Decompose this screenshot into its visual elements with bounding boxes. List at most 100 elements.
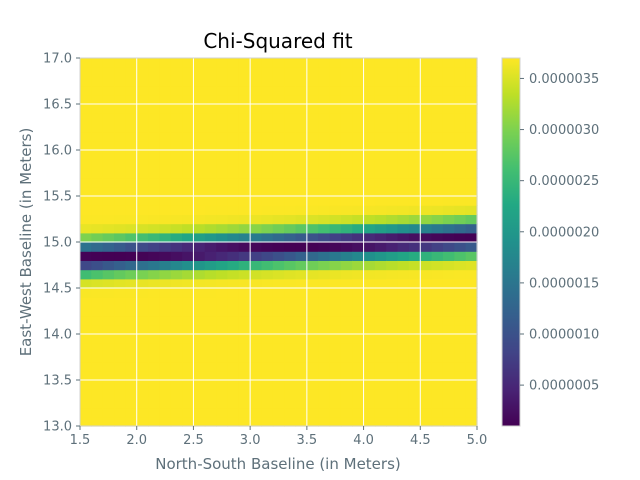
heatmap-cell [193, 389, 206, 399]
heatmap-cell [204, 343, 217, 353]
heatmap-cell [272, 398, 285, 409]
heatmap-cell [182, 186, 195, 197]
heatmap-cell [91, 251, 104, 261]
heatmap-cell [159, 288, 172, 298]
heatmap-cell [91, 113, 104, 123]
heatmap-cell [170, 297, 183, 307]
heatmap-cell [80, 168, 92, 179]
heatmap-cell [125, 398, 138, 409]
heatmap-cell [238, 288, 251, 298]
heatmap-cell [454, 214, 467, 225]
heatmap-cell [250, 389, 263, 399]
heatmap-cell [352, 297, 365, 307]
heatmap-cell [284, 251, 297, 261]
heatmap-cell [272, 94, 285, 105]
heatmap-cell [465, 389, 478, 399]
heatmap-cell [442, 334, 455, 344]
heatmap-cell [386, 58, 399, 68]
heatmap-cell [182, 370, 195, 381]
heatmap-cell [102, 389, 115, 399]
heatmap-cell [352, 85, 365, 96]
heatmap-cell [148, 168, 160, 179]
heatmap-cell [136, 324, 149, 335]
heatmap-cell [238, 352, 251, 363]
heatmap-cell [431, 104, 444, 114]
heatmap-cell [114, 177, 126, 188]
heatmap-cell [420, 122, 433, 133]
heatmap-cell [80, 389, 92, 399]
heatmap-cell [114, 104, 126, 114]
heatmap-cell [136, 269, 149, 280]
heatmap-cell [306, 104, 319, 114]
heatmap-cell [227, 315, 240, 326]
heatmap-cell [227, 407, 240, 418]
heatmap-cell [159, 58, 172, 68]
heatmap-cell [442, 232, 455, 243]
heatmap-cell [91, 380, 104, 390]
heatmap-cell [420, 370, 433, 381]
heatmap-cell [306, 361, 319, 372]
heatmap-cell [340, 232, 353, 243]
heatmap-cell [114, 131, 126, 142]
heatmap-cell [250, 398, 263, 409]
heatmap-cell [386, 196, 399, 206]
heatmap-cell [397, 315, 410, 326]
heatmap-cell [238, 196, 251, 206]
heatmap-cell [227, 67, 240, 77]
heatmap-cell [125, 205, 138, 215]
heatmap-cell [159, 150, 172, 160]
heatmap-cell [261, 150, 274, 160]
heatmap-cell [170, 196, 183, 206]
heatmap-cell [80, 131, 92, 142]
heatmap-cell [329, 94, 342, 105]
heatmap-cell [272, 205, 285, 215]
heatmap-cell [295, 334, 308, 344]
heatmap-cell [340, 242, 353, 252]
heatmap-cell [397, 407, 410, 418]
heatmap-cell [170, 214, 183, 225]
heatmap-cell [295, 113, 308, 123]
heatmap-cell [193, 150, 206, 160]
heatmap-cell [397, 232, 410, 243]
heatmap-cell [148, 315, 160, 326]
heatmap-cell [80, 398, 92, 409]
heatmap-cell [261, 352, 274, 363]
heatmap-cell [306, 269, 319, 280]
heatmap-cell [431, 324, 444, 335]
heatmap-cell [329, 361, 342, 372]
heatmap-cell [250, 343, 263, 353]
heatmap-cell [102, 150, 115, 160]
heatmap-cell [397, 140, 410, 151]
heatmap-cell [114, 214, 126, 225]
heatmap-cell [125, 306, 138, 317]
heatmap-cell [170, 76, 183, 87]
colorbar-tick-label: 0.0000030 [529, 123, 599, 138]
heatmap-cell [182, 177, 195, 188]
heatmap-cell [216, 361, 229, 372]
heatmap-cell [408, 214, 421, 225]
heatmap-cell [363, 159, 376, 169]
heatmap-cell [397, 370, 410, 381]
heatmap-cell [306, 205, 319, 215]
heatmap-cell [442, 306, 455, 317]
heatmap-cell [442, 159, 455, 169]
heatmap-cell [250, 150, 263, 160]
heatmap-cell [227, 269, 240, 280]
heatmap-cell [306, 297, 319, 307]
heatmap-cell [227, 251, 240, 261]
heatmap-cell [272, 196, 285, 206]
heatmap-cell [102, 315, 115, 326]
heatmap-cell [238, 251, 251, 261]
heatmap-cell [284, 205, 297, 215]
heatmap-cell [408, 361, 421, 372]
heatmap-cell [80, 260, 92, 271]
heatmap-cell [454, 85, 467, 96]
heatmap-cell [204, 278, 217, 289]
heatmap-cell [397, 251, 410, 261]
heatmap-cell [329, 288, 342, 298]
heatmap-cell [454, 416, 467, 427]
heatmap-cell [159, 177, 172, 188]
heatmap-cell [442, 242, 455, 252]
heatmap-cell [114, 232, 126, 243]
heatmap-cell [148, 76, 160, 87]
